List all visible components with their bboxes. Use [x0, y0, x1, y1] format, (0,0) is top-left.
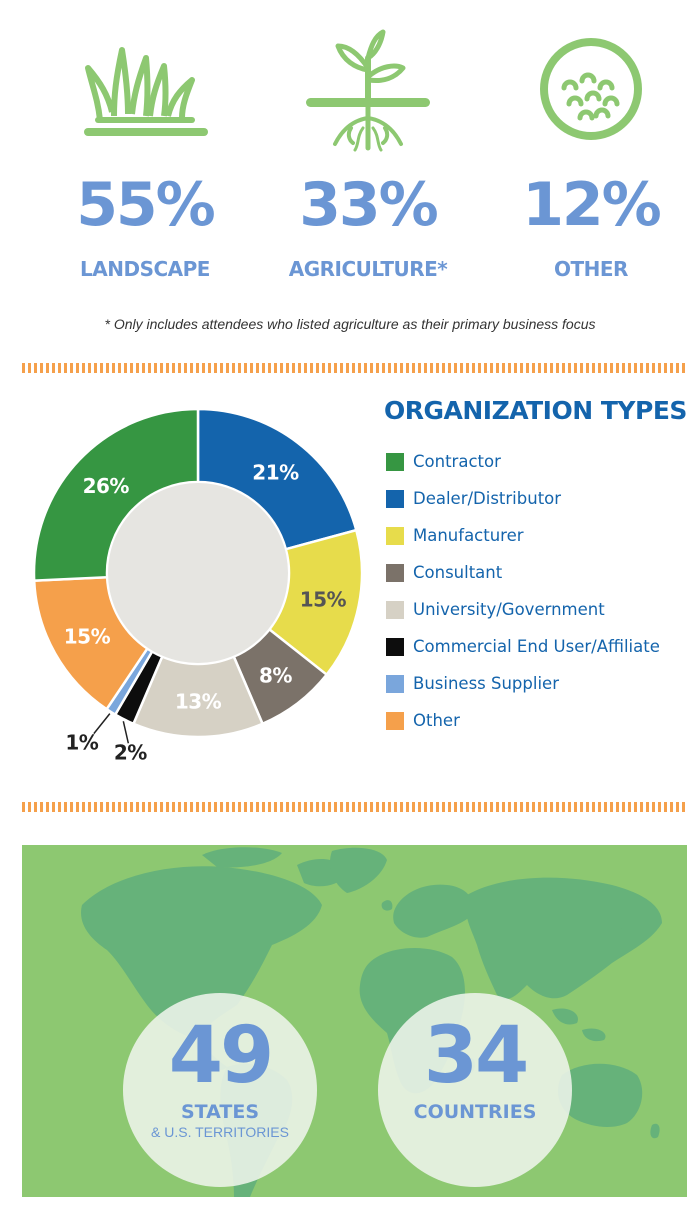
legend-item: University/Government	[386, 600, 660, 637]
donut-slice	[196, 407, 358, 551]
legend-swatch	[386, 453, 404, 471]
divider-top	[22, 363, 687, 373]
data-label: 26%	[83, 474, 130, 498]
legend-swatch	[386, 675, 404, 693]
legend-label: Commercial End User/Affiliate	[413, 637, 660, 656]
legend-swatch	[386, 712, 404, 730]
organization-types-donut-chart: 21% 15% 8% 13% 2% 1% 15% 26%	[32, 407, 364, 764]
sprout-icon	[306, 29, 430, 152]
stat-other: 12% OTHER	[491, 0, 691, 290]
states-label: STATES	[180, 1101, 260, 1123]
data-label: 2%	[114, 740, 147, 764]
legend-label: Dealer/Distributor	[413, 489, 562, 508]
world-map-image	[81, 847, 662, 1197]
states-sublabel: & U.S. TERRITORIES	[151, 1124, 289, 1140]
legend-label: University/Government	[413, 600, 605, 619]
legend-label: Business Supplier	[413, 674, 559, 693]
chart-title: ORGANIZATION TYPES	[384, 396, 687, 425]
legend-item: Contractor	[386, 452, 660, 489]
stat-value: 12%	[522, 170, 662, 240]
stat-value: 55%	[76, 170, 216, 240]
stat-label: AGRICULTURE*	[288, 257, 448, 281]
legend-label: Contractor	[413, 452, 501, 471]
grass-icon	[84, 47, 208, 136]
legend-label: Consultant	[413, 563, 503, 582]
countries-count: 34	[423, 1011, 530, 1101]
states-circle: 49 STATES & U.S. TERRITORIES	[123, 993, 317, 1187]
stat-agriculture: 33% AGRICULTURE*	[268, 0, 468, 290]
donut-slice	[32, 407, 200, 582]
legend-item: Dealer/Distributor	[386, 489, 660, 526]
data-label: 13%	[175, 690, 222, 714]
data-label: 8%	[259, 663, 292, 687]
divider-bottom	[22, 802, 687, 812]
legend-item: Manufacturer	[386, 526, 660, 563]
stat-value: 33%	[299, 170, 439, 240]
legend-swatch	[386, 490, 404, 508]
footnote: * Only includes attendees who listed agr…	[104, 316, 596, 332]
legend-label: Manufacturer	[413, 526, 524, 545]
chart-legend: Contractor Dealer/Distributor Manufacturer…	[386, 452, 660, 748]
legend-item: Consultant	[386, 563, 660, 600]
legend-swatch	[386, 638, 404, 656]
data-label: 15%	[300, 588, 347, 612]
golf-ball-icon	[540, 38, 642, 140]
data-label: 1%	[65, 731, 98, 755]
countries-label: COUNTRIES	[413, 1101, 537, 1123]
legend-item: Commercial End User/Affiliate	[386, 637, 660, 674]
data-label: 15%	[64, 625, 111, 649]
stat-label: LANDSCAPE	[80, 257, 210, 281]
legend-swatch	[386, 527, 404, 545]
data-label: 21%	[252, 461, 299, 485]
leader-line	[122, 721, 130, 744]
donut-center	[108, 483, 288, 663]
leader-line	[93, 713, 111, 735]
world-map-panel: 49 STATES & U.S. TERRITORIES 34 COUNTRIE…	[22, 845, 687, 1197]
legend-swatch	[386, 601, 404, 619]
countries-circle: 34 COUNTRIES	[378, 993, 572, 1187]
legend-label: Other	[413, 711, 460, 730]
states-count: 49	[168, 1011, 275, 1101]
legend-item: Business Supplier	[386, 674, 660, 711]
legend-swatch	[386, 564, 404, 582]
legend-item: Other	[386, 711, 660, 748]
stat-landscape: 55% LANDSCAPE	[45, 0, 245, 290]
stat-label: OTHER	[554, 257, 628, 281]
